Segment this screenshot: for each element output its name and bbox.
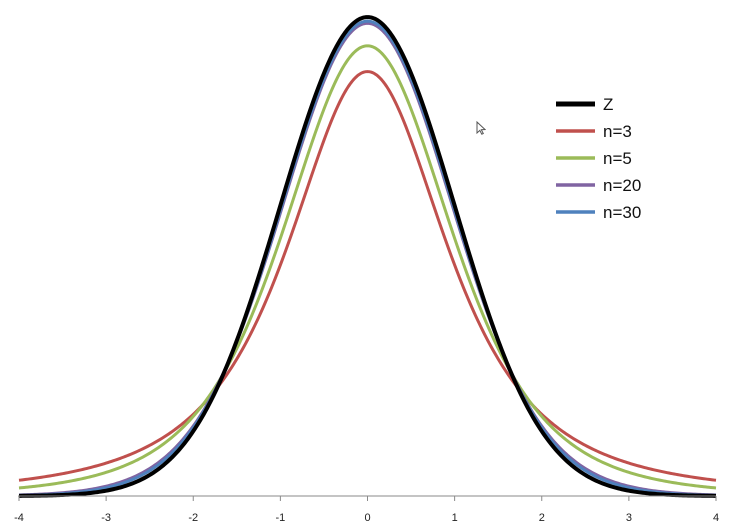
x-tick-label: 0 <box>364 512 370 524</box>
legend-label: n=3 <box>603 122 632 141</box>
x-tick-label: -4 <box>14 512 24 524</box>
series-line-n-3 <box>18 70 717 482</box>
x-tick-label: 1 <box>452 512 458 524</box>
series-line-z <box>18 15 717 498</box>
x-axis-tick-labels: -4 -3 -2 -1 0 1 2 3 4 <box>14 512 719 524</box>
curves-group <box>18 15 717 498</box>
legend: Zn=3 n=5 n=20 n=30 <box>556 95 641 222</box>
x-tick-label: 2 <box>539 512 545 524</box>
x-tick-label: 4 <box>713 512 719 524</box>
x-tick-label: -1 <box>275 512 285 524</box>
mouse-pointer-icon <box>476 121 486 135</box>
legend-label: n=5 <box>603 149 632 168</box>
legend-label: Z <box>603 95 613 114</box>
x-tick-label: -2 <box>188 512 198 524</box>
x-tick-label: -3 <box>101 512 111 524</box>
series-line-n-30 <box>18 19 717 497</box>
series-line-n-5 <box>18 44 717 490</box>
series-line-n-20 <box>18 21 717 497</box>
x-axis-ticks <box>18 496 717 501</box>
legend-label: n=30 <box>603 203 641 222</box>
legend-label: n=20 <box>603 176 641 195</box>
x-tick-label: 3 <box>626 512 632 524</box>
